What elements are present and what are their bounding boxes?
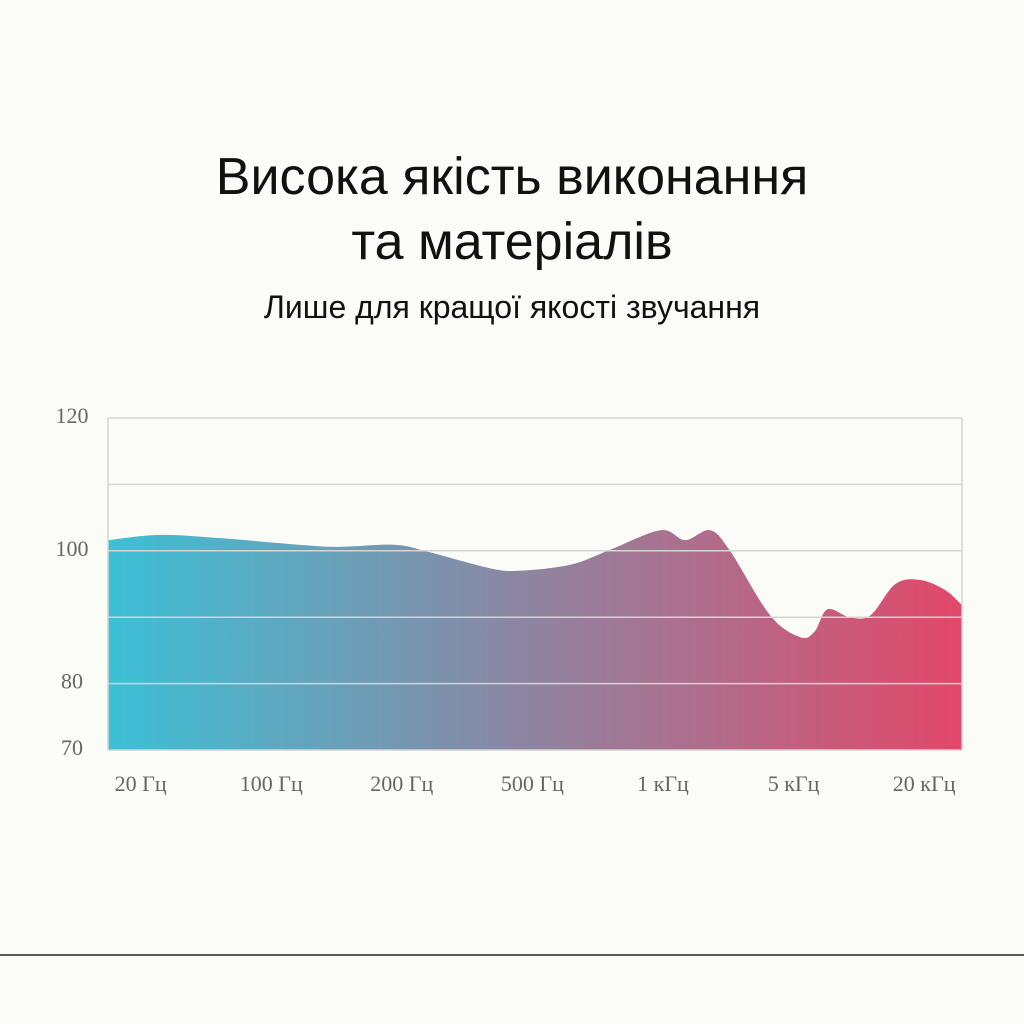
- chart-subtitle: Лише для кращої якості звучання: [264, 289, 760, 325]
- x-tick-label: 200 Гц: [370, 771, 433, 796]
- chart-title: та матеріалів: [351, 213, 672, 271]
- y-tick-label: 100: [56, 536, 89, 561]
- chart-title: Висока якість виконання: [216, 148, 808, 206]
- x-tick-label: 20 Гц: [115, 771, 167, 796]
- area: [108, 530, 962, 750]
- x-tick-label: 1 кГц: [637, 771, 689, 796]
- x-tick-label: 500 Гц: [501, 771, 564, 796]
- x-tick-label: 20 кГц: [893, 771, 956, 796]
- x-tick-label: 5 кГц: [768, 771, 820, 796]
- y-tick-label: 80: [61, 669, 83, 694]
- x-tick-label: 100 Гц: [240, 771, 303, 796]
- y-tick-label: 120: [56, 403, 89, 428]
- y-tick-label: 70: [61, 735, 83, 760]
